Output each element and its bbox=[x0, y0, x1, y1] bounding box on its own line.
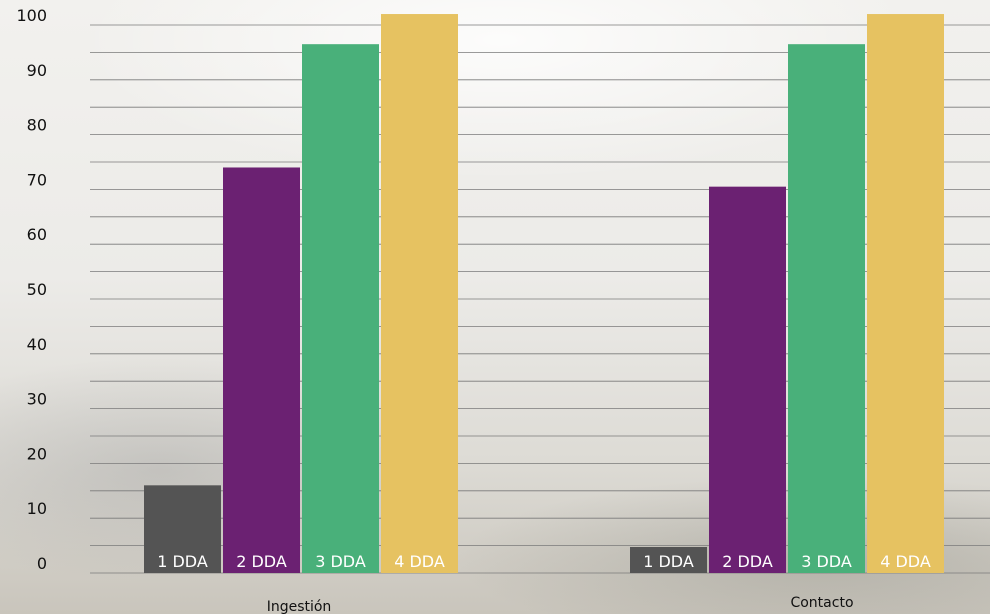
bar bbox=[223, 167, 300, 574]
bar-label: 1 DDA bbox=[643, 552, 694, 571]
y-tick-label: 70 bbox=[27, 170, 47, 189]
bar bbox=[302, 44, 379, 574]
bar-labels: 1 DDA 2 DDA 3 DDA 4 DDA 1 DDA 2 DDA 3 DDA 4 DDA bbox=[157, 547, 931, 573]
bar-label: 3 DDA bbox=[315, 552, 366, 571]
y-tick-label: 40 bbox=[27, 335, 47, 354]
y-tick-label: 50 bbox=[27, 280, 47, 299]
bar-label: 4 DDA bbox=[880, 552, 931, 571]
bar-label: 2 DDA bbox=[722, 552, 773, 571]
bars bbox=[144, 14, 944, 574]
y-tick-label: 90 bbox=[27, 61, 47, 80]
y-tick-label: 100 bbox=[16, 6, 47, 25]
bar bbox=[381, 14, 458, 574]
category-labels: Ingestión Contacto bbox=[267, 595, 854, 614]
y-tick-label: 60 bbox=[27, 225, 47, 244]
bar-label: 3 DDA bbox=[801, 552, 852, 571]
y-axis-ticks: 0 10 20 30 40 50 60 70 80 90 100 bbox=[16, 6, 47, 573]
bar-label-box bbox=[630, 547, 707, 573]
bar bbox=[709, 186, 786, 573]
bar bbox=[144, 485, 221, 573]
category-label: Contacto bbox=[790, 595, 853, 611]
category-label: Ingestión bbox=[267, 599, 332, 614]
y-tick-label: 20 bbox=[27, 444, 47, 463]
y-tick-label: 30 bbox=[27, 390, 47, 409]
bar bbox=[867, 14, 944, 574]
y-tick-label: 80 bbox=[27, 116, 47, 135]
y-tick-label: 10 bbox=[27, 499, 47, 518]
bar bbox=[788, 44, 865, 574]
bar-label: 2 DDA bbox=[236, 552, 287, 571]
bar-label: 4 DDA bbox=[394, 552, 445, 571]
bar-label: 1 DDA bbox=[157, 552, 208, 571]
y-tick-label: 0 bbox=[37, 554, 47, 573]
